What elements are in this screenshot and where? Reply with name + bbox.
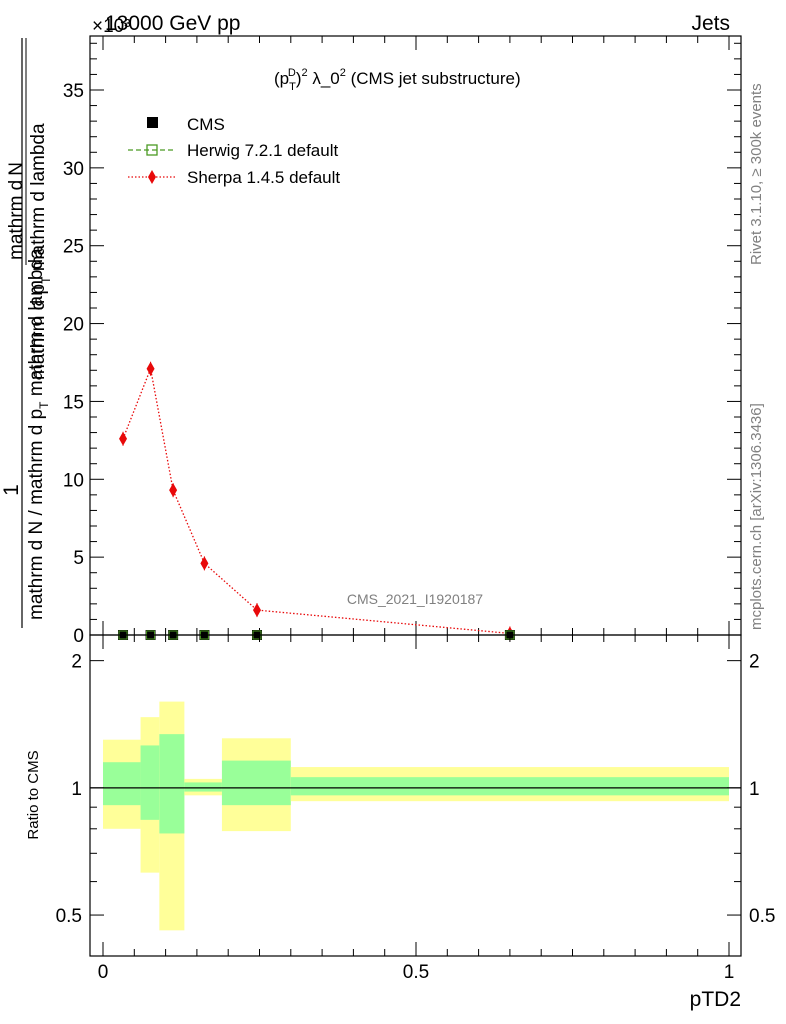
- main-y-tick-label: 10: [63, 470, 84, 491]
- ratio-axes: 0.5 0.5 1 1 2 2 0 0.5 1: [56, 635, 775, 983]
- x-tick-label: 0: [98, 962, 109, 983]
- y-label-inner-denominator: mathrm d pT mathrm d lambda: [28, 123, 53, 380]
- x-axis-label: pTD2: [690, 988, 741, 1011]
- main-axes: 0 5 10 15 20 25 30 35: [63, 36, 741, 647]
- ratio-bands: [103, 701, 729, 931]
- mcplots-label: mcplots.cern.ch [arXiv:1306.3436]: [748, 403, 765, 630]
- ratio-y-tick-label: 0.5: [56, 906, 82, 927]
- rivet-label: Rivet 3.1.10, ≥ 300k events: [748, 83, 765, 265]
- ratio-band-green: [221, 760, 291, 806]
- main-y-label: 1 mathrm d N / mathrm d pT mathrm d lamb…: [0, 38, 53, 628]
- ratio-band-green: [184, 782, 222, 792]
- main-y-tick-label: 25: [63, 237, 84, 258]
- legend-label-herwig: Herwig 7.2.1 default: [187, 141, 338, 160]
- legend-marker-cms: [147, 117, 158, 128]
- ratio-band-green: [140, 745, 160, 820]
- main-y-tick-label: 0: [73, 626, 84, 647]
- main-y-tick-label: 20: [63, 315, 84, 336]
- ratio-y-tick-label-right: 0.5: [749, 906, 775, 927]
- header-left: 13000 GeV pp: [105, 12, 240, 35]
- sherpa-point: [252, 603, 261, 618]
- y-label-one: 1: [0, 484, 23, 496]
- ratio-y-tick-label-right: 2: [749, 652, 760, 673]
- legend: CMS Herwig 7.2.1 default Sherpa 1.4.5 de…: [128, 115, 340, 187]
- main-y-tick-label: 30: [63, 159, 84, 180]
- ratio-band-green: [290, 777, 729, 796]
- main-y-tick-label: 35: [63, 81, 84, 102]
- legend-label-sherpa: Sherpa 1.4.5 default: [187, 168, 340, 187]
- ratio-band-green: [103, 762, 141, 806]
- ratio-y-label: Ratio to CMS: [25, 750, 42, 839]
- sherpa-point: [146, 361, 155, 376]
- legend-marker-herwig: [146, 144, 158, 156]
- sherpa-point: [119, 431, 128, 446]
- y-multiplier: ×10³: [92, 16, 131, 37]
- ratio-y-tick-label: 2: [71, 652, 82, 673]
- chart-title: (pTD)2 λ_02 (CMS jet substructure): [274, 67, 521, 93]
- x-tick-label: 0.5: [403, 962, 429, 983]
- header-right: Jets: [691, 12, 730, 35]
- legend-label-cms: CMS: [187, 115, 225, 134]
- main-y-tick-label: 15: [63, 392, 84, 413]
- ratio-band-green: [159, 734, 185, 834]
- x-tick-label: 1: [724, 962, 735, 983]
- y-label-denominator: mathrm d N / mathrm d pT mathrm d lambda: [26, 248, 51, 620]
- ratio-y-tick-label: 1: [71, 779, 82, 800]
- main-y-tick-label: 5: [73, 548, 84, 569]
- sherpa-line: [122, 366, 510, 635]
- analysis-watermark: CMS_2021_I1920187: [347, 591, 483, 607]
- y-label-inner-numerator: mathrm dN: [6, 162, 27, 260]
- ratio-y-tick-label-right: 1: [749, 779, 760, 800]
- sherpa-point: [169, 483, 178, 498]
- sherpa-point: [200, 556, 209, 571]
- legend-marker-sherpa: [148, 170, 156, 184]
